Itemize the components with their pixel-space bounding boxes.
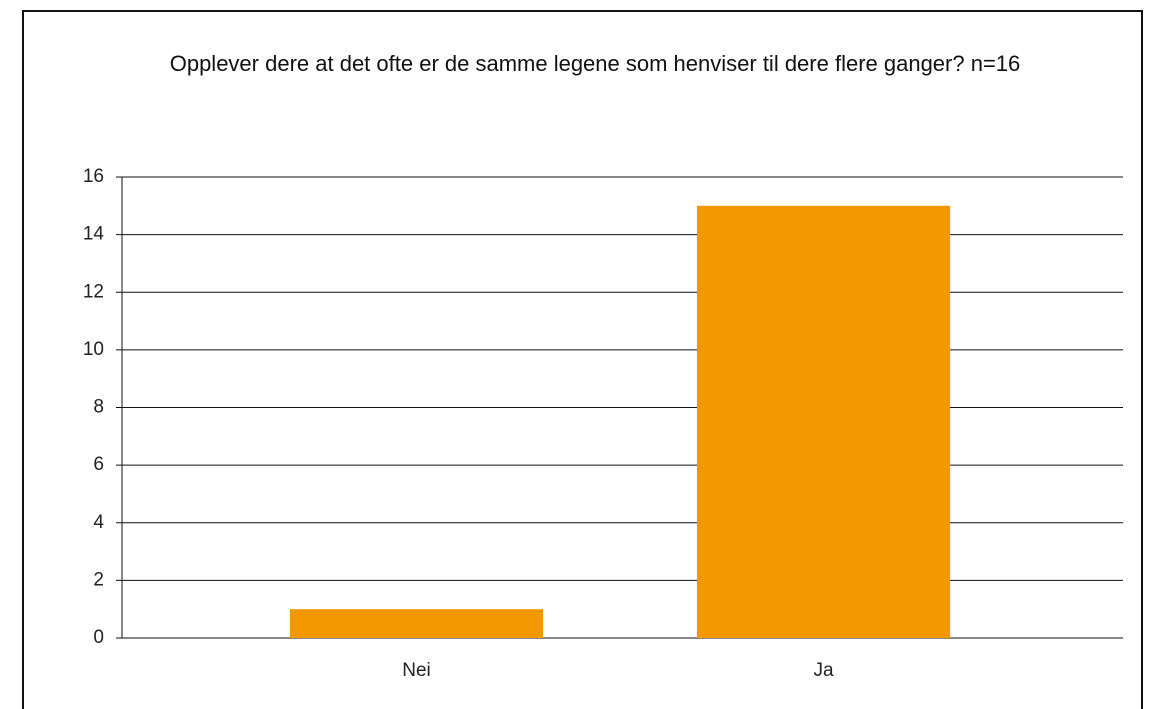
x-tick-label: Ja (813, 660, 834, 681)
chart-title: Opplever dere at det ofte er de samme le… (169, 51, 1021, 76)
bar (696, 205, 951, 638)
chart-frame (22, 10, 1143, 709)
y-tick-label: 10 (83, 339, 104, 360)
y-tick-label: 14 (83, 224, 105, 245)
bar (289, 609, 544, 638)
y-tick-label: 4 (93, 512, 104, 533)
y-tick-label: 16 (83, 166, 104, 187)
y-tick-label: 2 (93, 569, 104, 590)
y-tick-label: 0 (93, 627, 104, 648)
y-tick-label: 8 (93, 397, 104, 418)
y-tick-label: 6 (93, 454, 104, 475)
x-tick-label: Nei (402, 660, 431, 681)
y-tick-label: 12 (83, 281, 104, 302)
